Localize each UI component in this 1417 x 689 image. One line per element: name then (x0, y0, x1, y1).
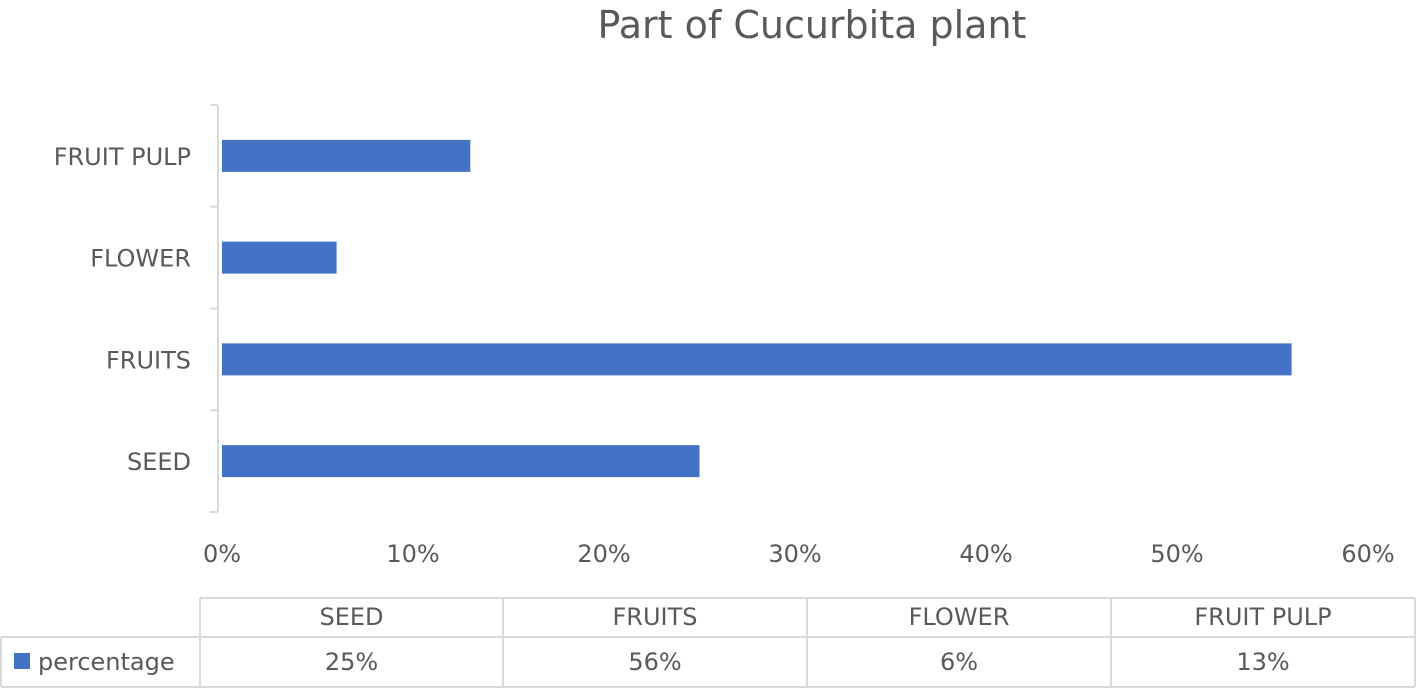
chart-title: Part of Cucurbita plant (598, 3, 1027, 47)
bar-flower (222, 241, 337, 274)
axes (210, 104, 219, 513)
bar-fruits (222, 343, 1292, 376)
bars (222, 139, 1292, 478)
table-value-cell: 25% (325, 648, 378, 676)
bar-seed (222, 445, 700, 478)
table-header-cell: FRUITS (612, 603, 697, 631)
x-tick-labels: 0% 10% 20% 30% 40% 50% 60% (203, 540, 1395, 568)
table-header-cell: SEED (319, 603, 383, 631)
table-value-cell: 56% (628, 648, 681, 676)
table-header-cell: FLOWER (909, 603, 1010, 631)
x-tick-label: 30% (768, 540, 821, 568)
table-value-cell: 6% (940, 648, 978, 676)
legend-swatch (14, 653, 30, 669)
x-tick-label: 40% (959, 540, 1012, 568)
data-table: SEED FRUITS FLOWER FRUIT PULP percentage 25% 5… (0, 597, 1416, 688)
x-tick-label: 0% (203, 540, 241, 568)
category-label: FRUITS (106, 346, 191, 374)
category-labels: SEED FRUITS FLOWER FRUIT PULP (54, 143, 191, 476)
category-label: FRUIT PULP (54, 143, 191, 171)
legend-series-label: percentage (38, 648, 175, 676)
table-value-cell: 13% (1236, 648, 1289, 676)
x-tick-label: 10% (386, 540, 439, 568)
x-tick-label: 60% (1341, 540, 1394, 568)
x-tick-label: 50% (1150, 540, 1203, 568)
bar-fruit-pulp (222, 139, 471, 172)
table-header-cell: FRUIT PULP (1194, 603, 1331, 631)
category-label: FLOWER (90, 245, 191, 273)
x-tick-label: 20% (577, 540, 630, 568)
category-label: SEED (127, 448, 191, 476)
